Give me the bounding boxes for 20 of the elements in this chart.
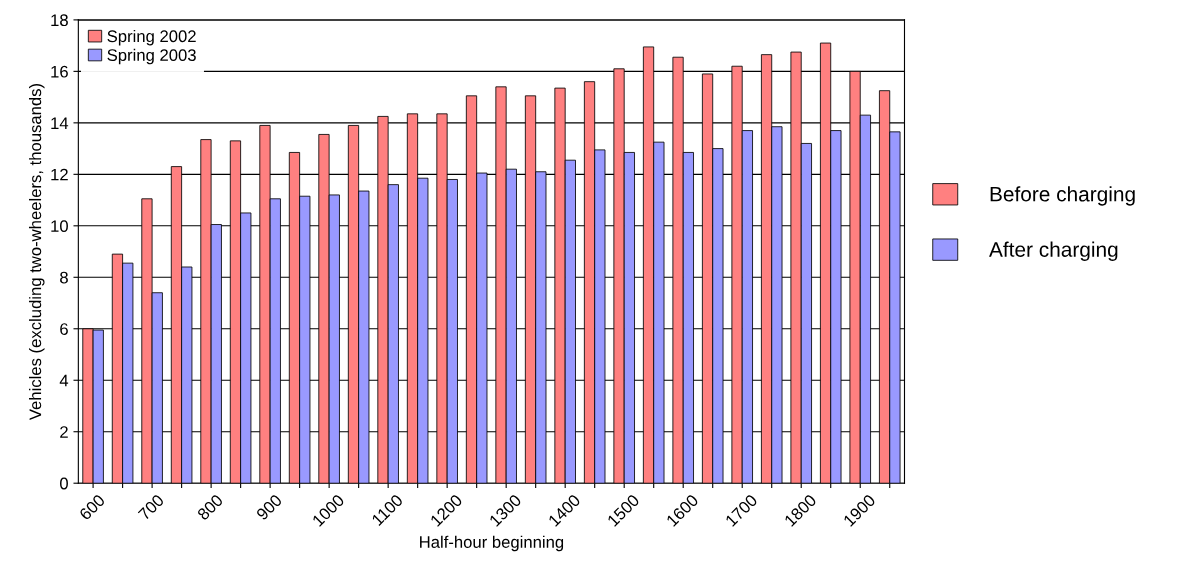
y-tick-label: 18 <box>51 14 68 27</box>
text: Before charging <box>990 186 1135 206</box>
y-tick-label: 2 <box>60 426 68 438</box>
y-tick-label: 12 <box>51 168 68 181</box>
x-tick-label: 700 <box>137 493 165 521</box>
y-tick-label: 10 <box>51 220 68 233</box>
legend-label: Spring 2003 <box>107 48 196 65</box>
x-axis-title: Half-hour beginning <box>420 535 564 552</box>
legend-label: Spring 2002 <box>107 29 196 46</box>
y-tick-label: 14 <box>51 117 69 129</box>
y-tick-label: 0 <box>60 477 68 490</box>
x-tick-label: 800 <box>196 493 224 521</box>
y-tick-label: 8 <box>60 271 68 284</box>
y-axis-title: Vehicles (excluding two-wheelers, thousands) <box>28 83 45 421</box>
text: After charging <box>989 241 1118 261</box>
x-tick-label: 900 <box>255 493 283 521</box>
y-tick-label: 6 <box>60 323 68 335</box>
y-tick-label: 16 <box>51 65 68 78</box>
y-tick-label: 4 <box>59 374 69 387</box>
x-tick-label: 600 <box>78 493 106 521</box>
